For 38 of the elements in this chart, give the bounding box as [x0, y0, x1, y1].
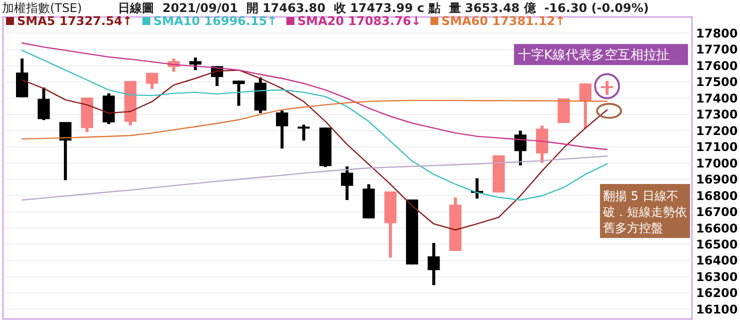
- y-tick-label: 16800: [696, 188, 738, 203]
- legend-label: SMA60 17381.12↑: [441, 14, 566, 28]
- y-tick-label: 16500: [696, 238, 738, 252]
- y-tick-label: 17400: [696, 91, 738, 106]
- y-tick-label: 17600: [696, 58, 738, 73]
- annotation: 十字K線代表多空互相拉扯: [518, 47, 670, 63]
- chart-title: 加權指數(TSE): [2, 1, 82, 15]
- candlestick: [276, 110, 288, 149]
- y-tick-label: 17200: [696, 124, 738, 138]
- legend-label: SMA5 17327.54↑: [17, 14, 132, 28]
- y-tick-label: 16200: [696, 286, 738, 300]
- y-tick-label: 17100: [696, 140, 738, 154]
- y-tick-label: 16700: [696, 205, 738, 220]
- candlestick: [189, 58, 202, 70]
- candlestick: [514, 130, 526, 166]
- y-tick-label: 16400: [696, 254, 738, 268]
- candlestick: [146, 72, 158, 89]
- legend-label: SMA10 16996.15↑: [153, 14, 278, 28]
- legend-label: SMA20 17083.76↓: [297, 14, 422, 28]
- y-tick-label: 17300: [696, 108, 738, 122]
- candlestick: [232, 80, 245, 106]
- y-tick-label: 16600: [696, 221, 738, 236]
- annotation: 翻揚 5 日線不破．短線走勢依舊多方控盤: [602, 189, 687, 235]
- candlestick: [59, 122, 72, 180]
- y-tick-label: 16900: [696, 172, 738, 187]
- candlestick: [428, 243, 440, 286]
- candlestick: [601, 80, 614, 95]
- chart-subtitle: 日線圖 2021/09/01 開 17463.80 收 17473.99 c 點 量 3653.48 億 -16.30 (-0.09%): [118, 1, 649, 15]
- y-tick-label: 17000: [696, 156, 738, 170]
- candlestick: [341, 166, 354, 200]
- y-tick-label: 16100: [696, 302, 738, 316]
- candlestick: [298, 124, 310, 141]
- candlestick: [38, 88, 50, 120]
- y-tick-label: 16300: [696, 270, 738, 284]
- y-tick-label: 17500: [696, 75, 738, 90]
- candlestick: [579, 83, 592, 129]
- y-tick-label: 17700: [696, 42, 738, 57]
- y-tick-label: 17800: [696, 26, 738, 40]
